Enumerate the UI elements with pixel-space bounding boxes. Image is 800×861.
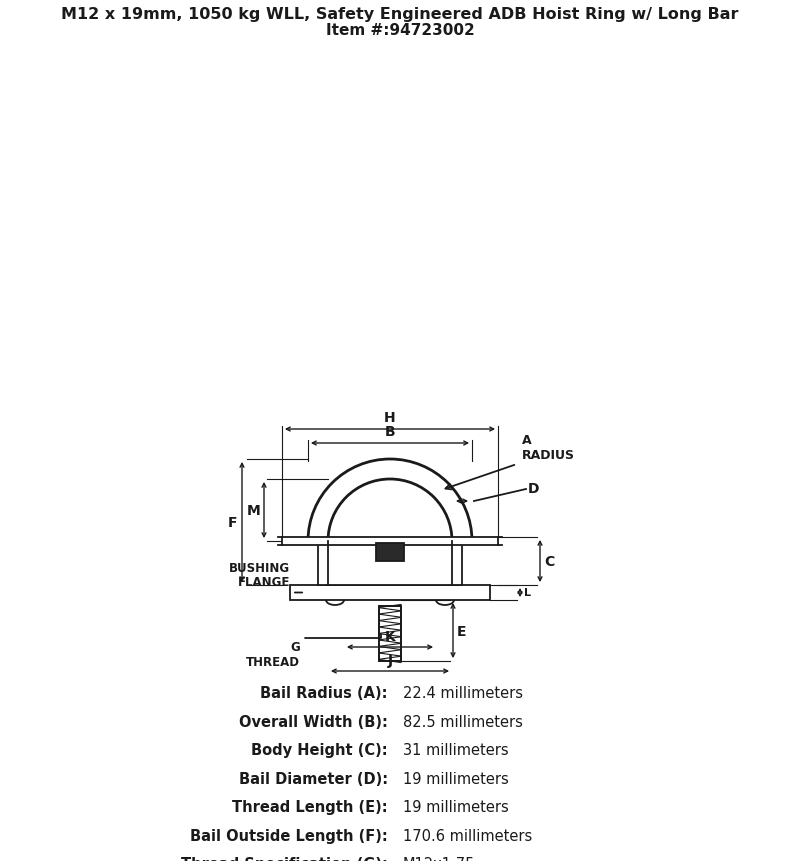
Text: M: M: [246, 504, 260, 517]
Text: F: F: [227, 516, 237, 530]
Text: M12x1.75: M12x1.75: [403, 857, 475, 861]
Text: Bail Diameter (D):: Bail Diameter (D):: [239, 771, 388, 786]
Bar: [290, 585, 490, 600]
Bar: [376, 543, 404, 561]
Text: 170.6 millimeters: 170.6 millimeters: [403, 828, 532, 843]
Text: Body Height (C):: Body Height (C):: [251, 743, 388, 758]
Text: Overall Width (B):: Overall Width (B):: [239, 714, 388, 729]
Text: 82.5 millimeters: 82.5 millimeters: [403, 714, 523, 729]
Text: 19 millimeters: 19 millimeters: [403, 800, 509, 815]
Text: M12 x 19mm, 1050 kg WLL, Safety Engineered ADB Hoist Ring w/ Long Bar: M12 x 19mm, 1050 kg WLL, Safety Engineer…: [62, 7, 738, 22]
Bar: [318, 542, 462, 585]
Text: 31 millimeters: 31 millimeters: [403, 743, 509, 758]
Text: Bail Outside Length (F):: Bail Outside Length (F):: [190, 828, 388, 843]
Text: K: K: [385, 629, 395, 643]
Text: B: B: [385, 424, 395, 438]
Text: A
RADIUS: A RADIUS: [522, 433, 575, 461]
Text: 22.4 millimeters: 22.4 millimeters: [403, 685, 523, 701]
Text: C: C: [544, 554, 554, 568]
Text: Bail Radius (A):: Bail Radius (A):: [261, 685, 388, 701]
Text: H: H: [384, 411, 396, 424]
Text: BUSHING
FLANGE: BUSHING FLANGE: [229, 561, 290, 589]
Bar: [379, 606, 401, 661]
Text: G
THREAD: G THREAD: [246, 641, 300, 668]
Text: E: E: [457, 623, 466, 638]
Text: Item #:94723002: Item #:94723002: [326, 23, 474, 38]
Text: J: J: [387, 653, 393, 667]
Text: L: L: [524, 588, 531, 598]
Text: D: D: [528, 481, 539, 495]
Bar: [379, 606, 401, 661]
Text: 19 millimeters: 19 millimeters: [403, 771, 509, 786]
Bar: [282, 537, 498, 545]
Text: Thread Specification (G):: Thread Specification (G):: [181, 857, 388, 861]
Text: Thread Length (E):: Thread Length (E):: [232, 800, 388, 815]
